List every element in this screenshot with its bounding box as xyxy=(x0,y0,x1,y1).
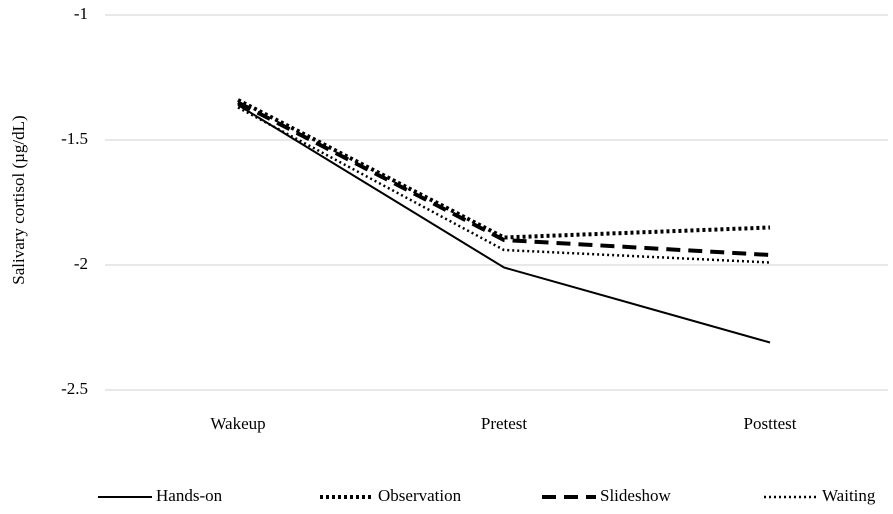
legend-label: Observation xyxy=(378,486,462,505)
x-tick-label: Wakeup xyxy=(210,414,265,433)
legend-label: Waiting xyxy=(822,486,876,505)
y-tick-label: -1 xyxy=(74,4,88,23)
y-tick-label: -2.5 xyxy=(61,379,88,398)
series-line xyxy=(237,106,771,264)
series-line xyxy=(237,100,771,257)
series-line xyxy=(237,104,771,344)
y-tick-label: -1.5 xyxy=(61,129,88,148)
legend-label: Slideshow xyxy=(600,486,672,505)
x-tick-label: Posttest xyxy=(744,414,797,433)
legend-label: Hands-on xyxy=(156,486,223,505)
x-tick-label: Pretest xyxy=(481,414,528,433)
y-tick-label: -2 xyxy=(74,254,88,273)
series-line xyxy=(237,98,771,240)
y-axis-label: Salivary cortisol (µg/dL) xyxy=(9,115,28,284)
